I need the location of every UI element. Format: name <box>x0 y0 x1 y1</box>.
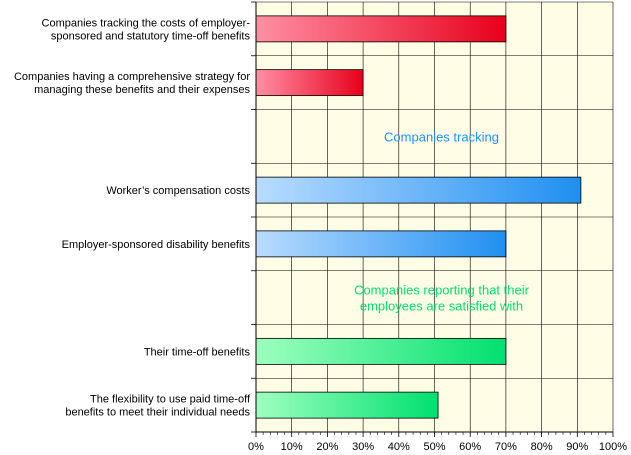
category-label: The flexibility to use paid time-off bene… <box>65 394 251 419</box>
x-tick-label: 50% <box>423 441 445 453</box>
x-tick-label: 60% <box>459 441 481 453</box>
x-tick-label: 0% <box>248 441 264 453</box>
bar <box>255 15 507 43</box>
bar <box>255 230 507 258</box>
x-tick-label: 40% <box>388 441 410 453</box>
category-label: Worker’s compensation costs <box>106 185 250 197</box>
x-tick-label: 10% <box>281 441 303 453</box>
group-annotation: Companies tracking <box>384 129 499 144</box>
bar <box>255 337 507 365</box>
bar <box>255 391 439 419</box>
x-tick-label: 100% <box>599 441 627 453</box>
x-tick-label: 30% <box>352 441 374 453</box>
x-tick-label: 90% <box>566 441 588 453</box>
category-label: Companies having a comprehensive strateg… <box>14 71 251 96</box>
category-label: Companies tracking the costs of employer… <box>42 17 251 42</box>
bar <box>255 69 364 97</box>
x-tick-label: 70% <box>495 441 517 453</box>
annotations: Companies tracking Companies reporting th… <box>354 129 530 313</box>
x-tick-label: 80% <box>531 441 553 453</box>
category-label: Employer-sponsored disability benefits <box>62 239 251 251</box>
x-tick-label: 20% <box>316 441 338 453</box>
bar <box>255 176 582 204</box>
category-label: Their time-off benefits <box>144 346 251 358</box>
group-annotation: Companies reporting that their employees … <box>354 283 530 314</box>
x-axis: 0% 10% 20% 30% 40% 50% 60% 70% 80% 90% 100% <box>248 2 627 453</box>
bars <box>255 15 582 419</box>
category-labels: Companies tracking the costs of employer… <box>14 17 251 418</box>
